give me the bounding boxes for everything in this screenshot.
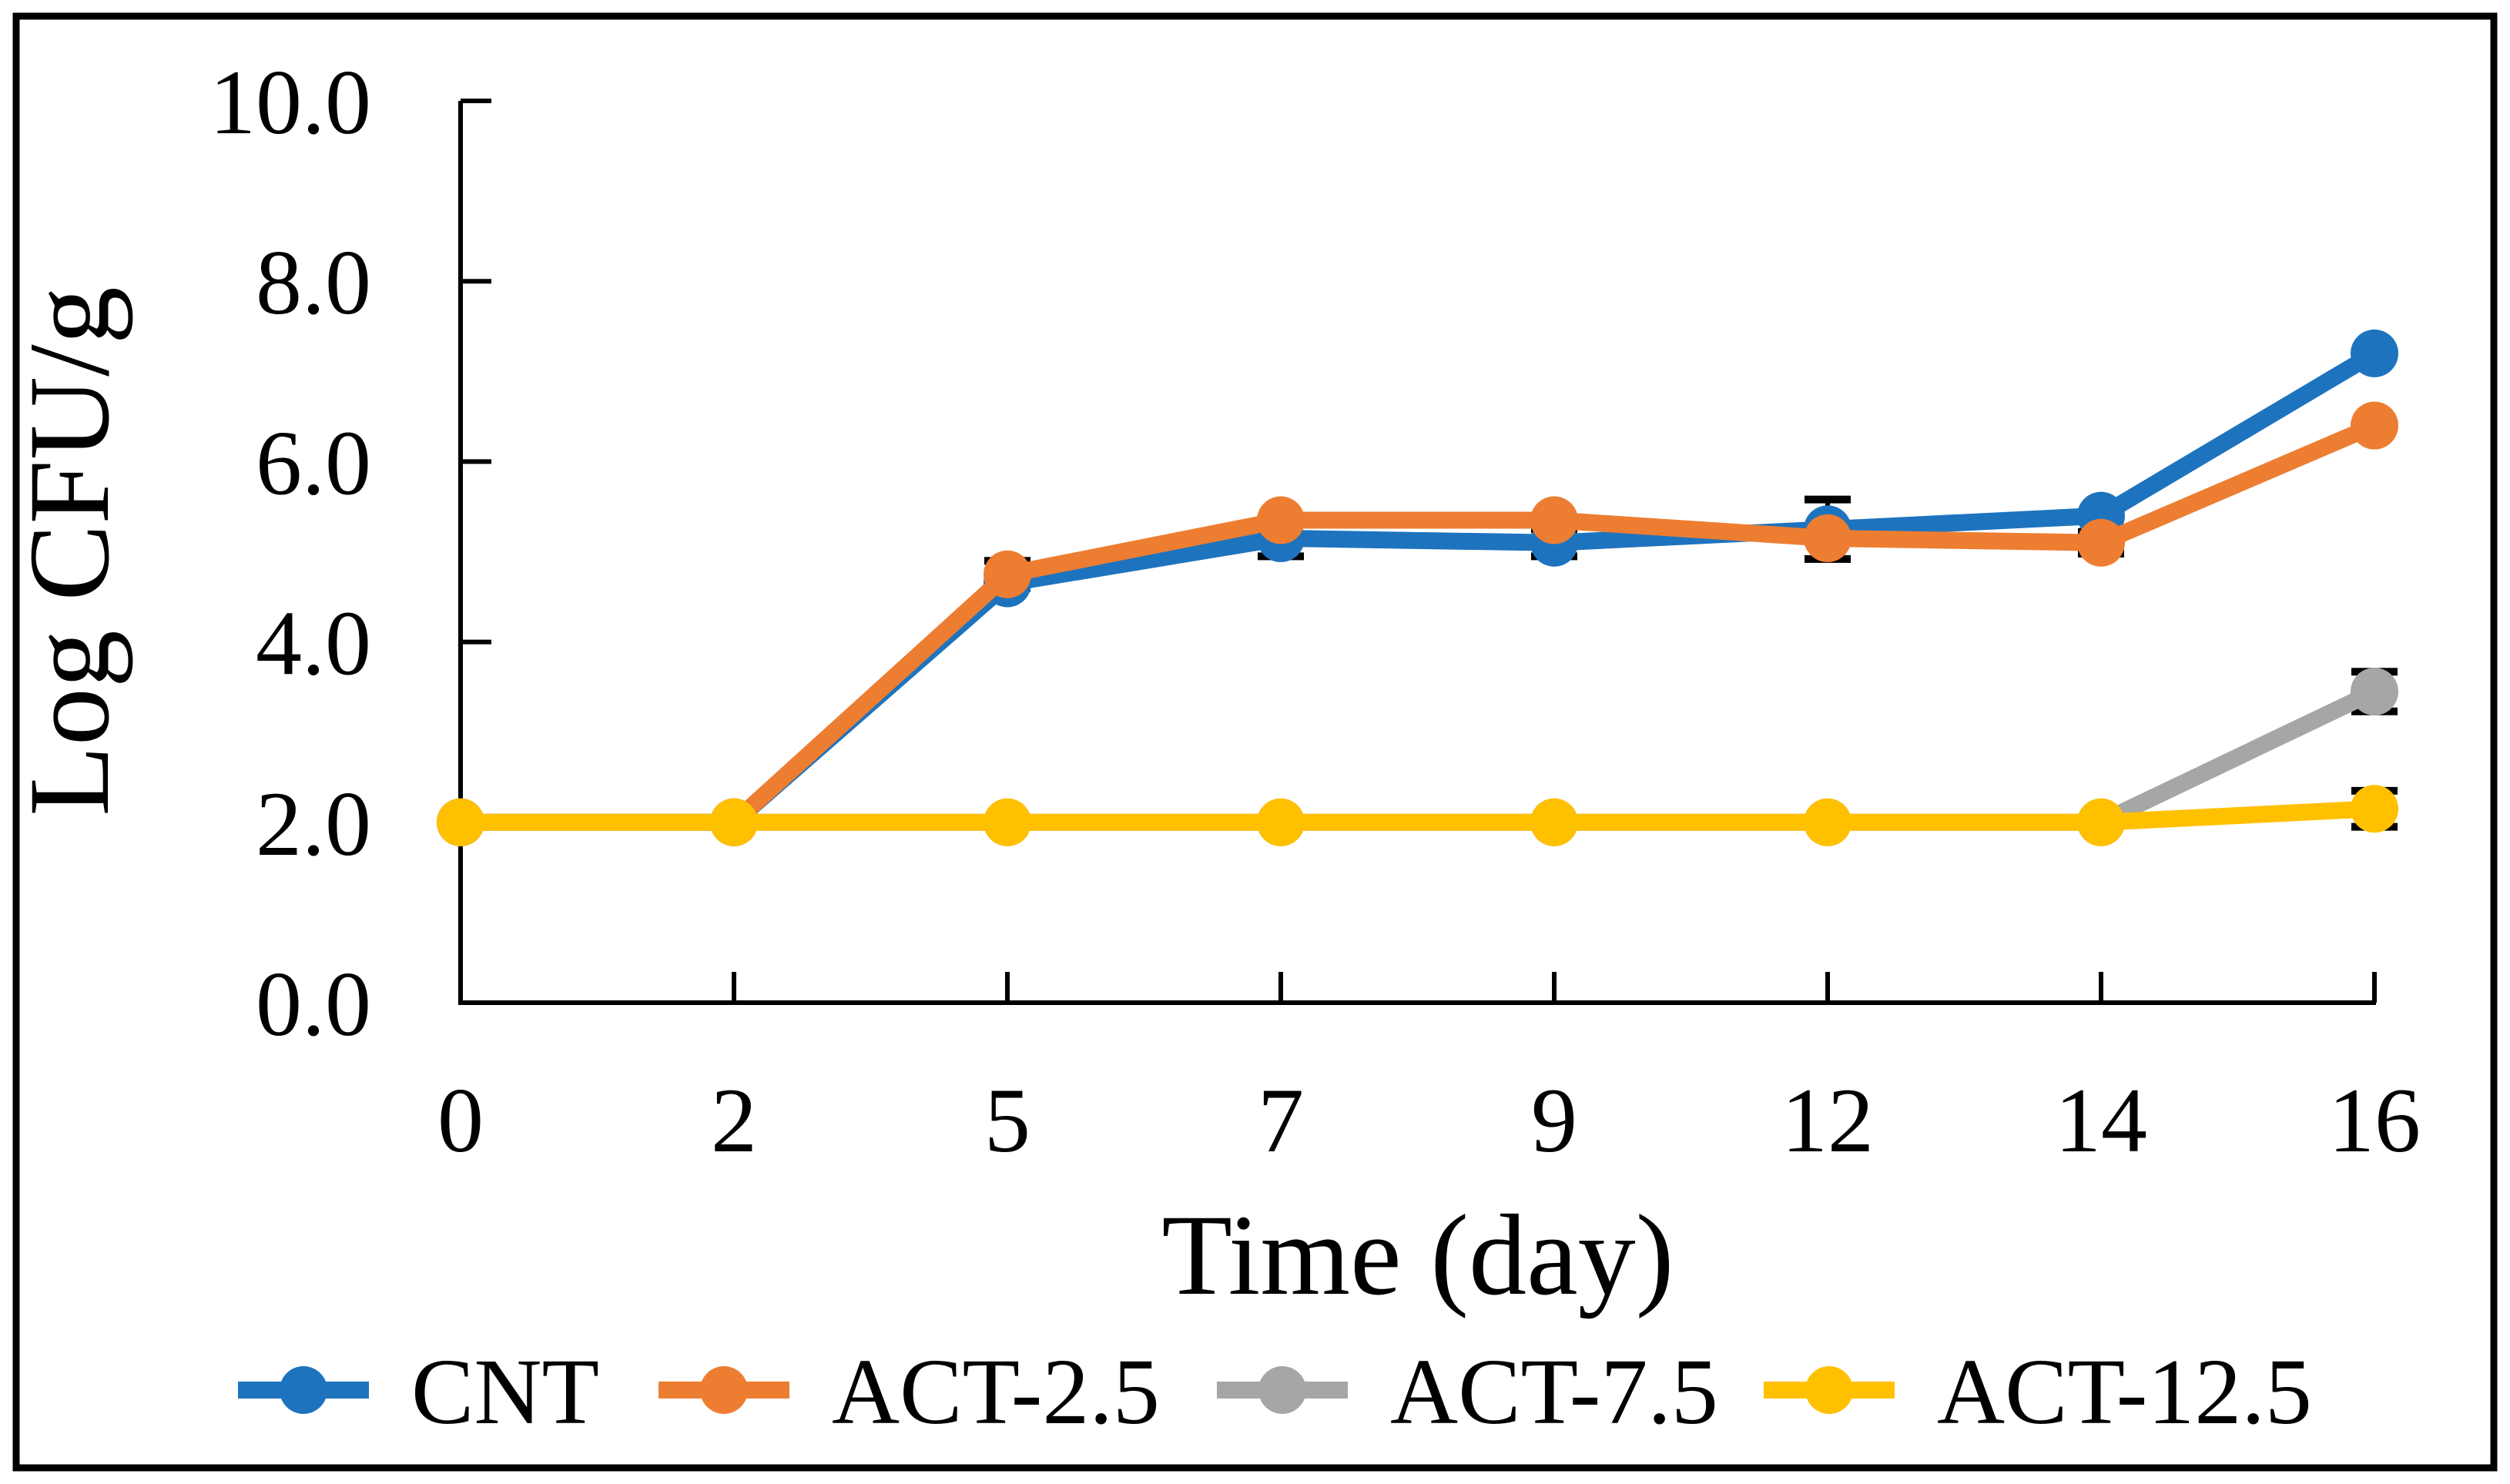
data-point-ACT-2.5 <box>2077 518 2125 567</box>
data-point-ACT-2.5 <box>1257 496 1305 544</box>
y-tick-label: 0.0 <box>256 953 371 1055</box>
y-tick-label: 4.0 <box>256 592 371 695</box>
x-tick-label: 12 <box>1781 1069 1874 1171</box>
data-point-ACT-12.5 <box>2077 798 2125 846</box>
data-point-ACT-7.5 <box>2351 668 2398 716</box>
data-point-ACT-12.5 <box>1257 798 1305 846</box>
legend-label: ACT-12.5 <box>1937 1340 2312 1444</box>
y-tick-label: 2.0 <box>256 772 371 875</box>
legend-marker-dot <box>280 1366 327 1414</box>
figure-border <box>12 12 2498 1472</box>
plot-layer: 0.0 2.0 4.0 6.0 8.0 10.0 0 2 5 7 9 12 14 16 <box>209 51 2421 1171</box>
y-tick-label: 8.0 <box>256 231 371 333</box>
legend: CNT ACT-2.5 ACT-7.5 ACT-12.5 <box>238 1340 2312 1444</box>
series-line-ACT-2.5 <box>452 417 2383 831</box>
data-point-ACT-12.5 <box>2351 785 2398 833</box>
x-tick-label: 5 <box>984 1069 1030 1171</box>
y-axis-title: Log CFU/g <box>5 286 133 816</box>
data-point-ACT-2.5 <box>2351 401 2398 450</box>
data-point-ACT-2.5 <box>984 550 1031 598</box>
legend-label: CNT <box>411 1340 599 1444</box>
data-point-ACT-12.5 <box>1804 798 1852 846</box>
x-tick-label: 16 <box>2328 1069 2421 1171</box>
legend-label: ACT-2.5 <box>832 1340 1160 1444</box>
legend-item-ACT-2.5: ACT-2.5 <box>658 1340 1160 1444</box>
legend-label: ACT-7.5 <box>1390 1340 1718 1444</box>
series-line-ACT-12.5 <box>452 800 2383 831</box>
series-line-CNT <box>452 344 2383 831</box>
x-tick-label: 0 <box>437 1069 484 1171</box>
data-point-ACT-12.5 <box>437 798 484 846</box>
legend-item-ACT-7.5: ACT-7.5 <box>1217 1340 1718 1444</box>
legend-item-CNT: CNT <box>238 1340 599 1444</box>
x-tick-label: 2 <box>711 1069 757 1171</box>
x-tick-label: 9 <box>1531 1069 1577 1171</box>
x-axis-title: Time (day) <box>1161 1191 1674 1319</box>
data-point-ACT-2.5 <box>1804 514 1852 562</box>
legend-marker-dot <box>1258 1366 1306 1414</box>
legend-item-ACT-12.5: ACT-12.5 <box>1764 1340 2312 1444</box>
data-point-ACT-2.5 <box>1530 496 1578 544</box>
y-tick-label: 6.0 <box>256 411 371 514</box>
y-tick-label: 10.0 <box>209 51 371 153</box>
data-point-CNT <box>2351 329 2398 377</box>
data-point-ACT-12.5 <box>710 798 758 846</box>
x-tick-label: 14 <box>2055 1069 2147 1171</box>
data-point-ACT-12.5 <box>1530 798 1578 846</box>
legend-marker-dot <box>1805 1366 1853 1414</box>
data-point-ACT-12.5 <box>984 798 1031 846</box>
x-tick-label: 7 <box>1258 1069 1304 1171</box>
legend-marker-dot <box>700 1366 748 1414</box>
